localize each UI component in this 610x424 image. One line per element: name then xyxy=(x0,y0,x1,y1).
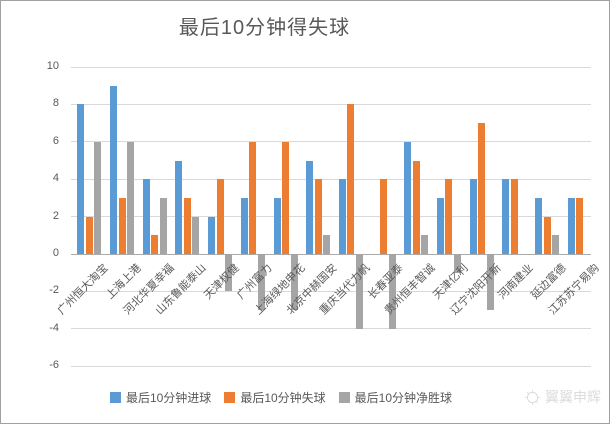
bar xyxy=(159,197,167,254)
y-axis-tick-label: -2 xyxy=(49,284,59,297)
bar xyxy=(290,254,298,311)
gridline xyxy=(71,103,591,105)
x-axis-line xyxy=(71,253,591,255)
legend-label: 最后10分钟净胜球 xyxy=(354,391,453,405)
bar xyxy=(510,179,518,254)
y-axis-tick-label: 0 xyxy=(52,247,59,259)
bar xyxy=(502,179,510,254)
legend-label: 最后10分钟进球 xyxy=(125,391,212,405)
x-axis-category-label: 河南建业 xyxy=(496,262,536,302)
bar xyxy=(142,179,150,254)
y-axis-tick-label: 6 xyxy=(52,134,59,147)
bar xyxy=(453,254,461,273)
bar xyxy=(543,216,551,254)
bar xyxy=(404,141,412,254)
bar xyxy=(552,235,559,254)
bar xyxy=(478,123,486,254)
legend-item-goals-conceded: 最后10分钟失球 xyxy=(224,389,326,406)
bar xyxy=(282,141,289,254)
watermark: 翼翼申辉 xyxy=(524,387,601,407)
bar xyxy=(380,179,387,254)
watermark-logo-icon xyxy=(524,389,541,405)
bar xyxy=(118,197,126,254)
y-axis-tick-label: -6 xyxy=(49,359,59,372)
bar xyxy=(355,254,363,329)
bar xyxy=(338,179,346,254)
bar xyxy=(445,179,453,254)
y-axis-tick-label: 4 xyxy=(52,172,59,185)
bar xyxy=(216,179,224,254)
gridline xyxy=(71,141,591,143)
bar xyxy=(486,254,494,311)
bar xyxy=(273,197,281,254)
legend-item-goals-scored: 最后10分钟进球 xyxy=(109,389,212,406)
bar xyxy=(306,160,314,254)
gridline xyxy=(71,216,591,218)
bar xyxy=(347,104,355,254)
bar xyxy=(151,235,159,254)
bar xyxy=(110,85,117,254)
legend-label: 最后10分钟失球 xyxy=(240,391,326,405)
bar xyxy=(412,160,420,254)
gridline xyxy=(71,365,591,367)
bar xyxy=(567,197,575,254)
bar xyxy=(175,160,183,254)
bar xyxy=(576,197,584,254)
bar xyxy=(249,141,257,254)
legend-swatch-orange xyxy=(224,392,236,403)
bar xyxy=(257,254,265,311)
bar xyxy=(94,141,102,254)
bar xyxy=(192,216,200,254)
bar xyxy=(388,254,396,329)
x-axis-category-label: 天津权健 xyxy=(202,262,242,302)
bar xyxy=(314,179,322,254)
gridline xyxy=(71,328,591,330)
y-axis-tick-label: 8 xyxy=(52,97,59,110)
bar xyxy=(469,179,477,254)
legend: 最后10分钟进球 最后10分钟失球 最后10分钟净胜球 xyxy=(1,389,561,406)
gridline xyxy=(71,290,591,292)
watermark-text: 翼翼申辉 xyxy=(545,389,601,405)
bar xyxy=(225,254,233,292)
bar xyxy=(183,197,191,254)
legend-swatch-gray xyxy=(338,392,350,403)
bar xyxy=(436,197,444,254)
bar xyxy=(208,216,216,254)
y-axis-tick-label: -4 xyxy=(49,321,59,334)
gridline xyxy=(71,66,591,68)
bar xyxy=(85,216,93,254)
legend-swatch-blue xyxy=(109,392,121,403)
bar xyxy=(77,104,85,254)
y-axis-tick-label: 2 xyxy=(52,209,59,222)
y-axis-tick-label: 10 xyxy=(46,60,59,72)
chart-title: 最后10分钟得失球 xyxy=(178,17,351,39)
bar xyxy=(535,197,542,254)
bar xyxy=(323,235,331,254)
gridline xyxy=(71,178,591,180)
bar xyxy=(421,235,429,254)
bar xyxy=(240,197,248,254)
legend-item-net-goals: 最后10分钟净胜球 xyxy=(338,389,453,406)
bar xyxy=(127,141,134,254)
